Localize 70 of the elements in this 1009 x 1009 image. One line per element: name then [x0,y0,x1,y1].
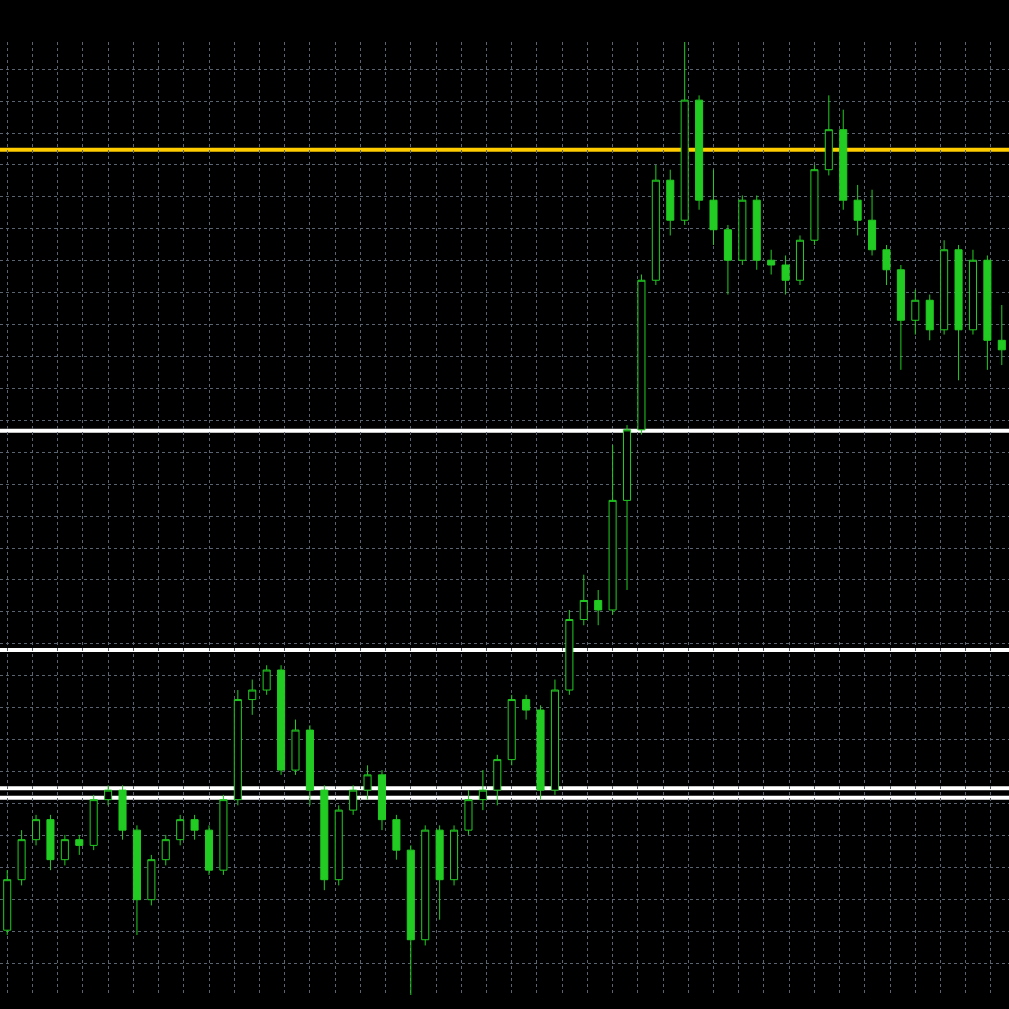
candlestick [983,254,992,371]
candlestick [118,784,127,841]
candlestick [868,189,877,256]
candlestick [406,844,415,995]
candlestick [810,164,819,246]
candlestick [46,814,55,871]
candlestick [911,289,920,336]
candlestick [608,444,617,616]
candlestick [132,824,141,936]
candlestick [450,824,459,886]
candlestick [421,824,430,946]
candlestick [781,254,790,296]
candlestick [824,94,833,176]
candlestick [522,694,531,721]
candlestick [377,769,387,831]
candlestick [795,234,805,286]
candlestick [3,869,12,936]
candlestick [147,854,156,906]
candlestick [695,94,704,211]
candlestick [392,814,401,861]
candlestick [464,789,473,836]
candlestick [968,249,977,336]
candlestick [752,194,761,271]
candlestick [435,824,444,921]
candlestick [493,754,502,806]
candlestick [839,109,848,211]
candlestick [767,249,776,276]
candlestick [651,164,660,286]
candlestick [320,784,329,891]
candlestick [277,664,286,776]
candlestick [896,264,905,371]
candlestick [190,814,199,841]
candlestick [334,804,343,886]
candlestick [738,194,747,266]
candlestick [594,589,603,626]
candlestick [550,679,559,796]
candlestick [925,294,934,341]
candlestick [882,244,891,286]
candlestick [637,274,646,436]
candlestick [219,794,228,876]
candlestick [709,169,718,246]
candlestick [204,824,214,876]
candlestick [161,834,170,866]
candlestick [666,169,675,236]
candlestick [853,184,862,236]
candlestick [305,724,314,806]
candlestick [997,304,1006,366]
candlestick [248,679,257,716]
candlestick [89,794,98,851]
candlestick [565,609,574,696]
candlestick [478,769,487,811]
candlestick [536,704,545,801]
candlestick [262,664,271,696]
candlestick [176,814,185,846]
candlestick [954,244,963,381]
candlestick [60,834,69,866]
candlestick [363,764,372,801]
candlestick [233,689,242,806]
candlestick [75,834,84,856]
candlestick [940,239,949,336]
candlestick [680,42,689,226]
candlestick [17,829,26,886]
candlestick [349,784,358,816]
candlestick [579,574,588,626]
candlestick [291,719,300,776]
candlestick [723,224,732,296]
candlestick [622,424,632,591]
candlestick [104,784,113,806]
candlestick [32,814,41,846]
candlestick [507,694,516,766]
